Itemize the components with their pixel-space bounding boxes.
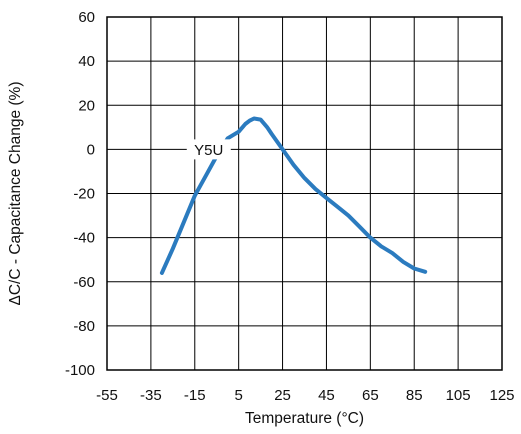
- y-axis-title: ΔC/C - Capacitance Change (%): [7, 81, 24, 305]
- series-labels: Y5U: [186, 139, 231, 160]
- x-tick-label: 125: [489, 387, 514, 404]
- y-tick-label: -60: [73, 274, 95, 291]
- series-label: Y5U: [194, 142, 223, 159]
- x-tick-label: 105: [446, 387, 471, 404]
- y-tick-label: 40: [78, 53, 95, 70]
- y-tick-labels: 60 40 20 0 -20 -40 -60 -80 -100: [65, 9, 95, 379]
- y-tick-label: -100: [65, 362, 95, 379]
- series-label-background: [186, 139, 231, 160]
- y-tick-label: 60: [78, 9, 95, 26]
- x-tick-labels: -55 -35 -15 5 25 45 65 85 105 125: [96, 387, 514, 404]
- y-tick-label: 0: [87, 141, 95, 158]
- x-tick-label: 45: [318, 387, 335, 404]
- x-tick-label: 25: [274, 387, 291, 404]
- y-tick-label: -20: [73, 186, 95, 203]
- x-tick-label: 65: [362, 387, 379, 404]
- y-tick-label: 20: [78, 97, 95, 114]
- x-tick-label: -15: [184, 387, 206, 404]
- x-axis-title: Temperature (°C): [245, 410, 364, 427]
- series-line-0: [159, 116, 428, 275]
- x-tick-label: -35: [140, 387, 162, 404]
- x-tick-label: 85: [406, 387, 423, 404]
- series-layer: [159, 116, 428, 275]
- y-tick-label: -40: [73, 230, 95, 247]
- x-tick-label: 5: [234, 387, 242, 404]
- x-tick-label: -55: [96, 387, 118, 404]
- y-tick-label: -80: [73, 318, 95, 335]
- plot-frame: [106, 16, 503, 371]
- grid: [106, 16, 503, 371]
